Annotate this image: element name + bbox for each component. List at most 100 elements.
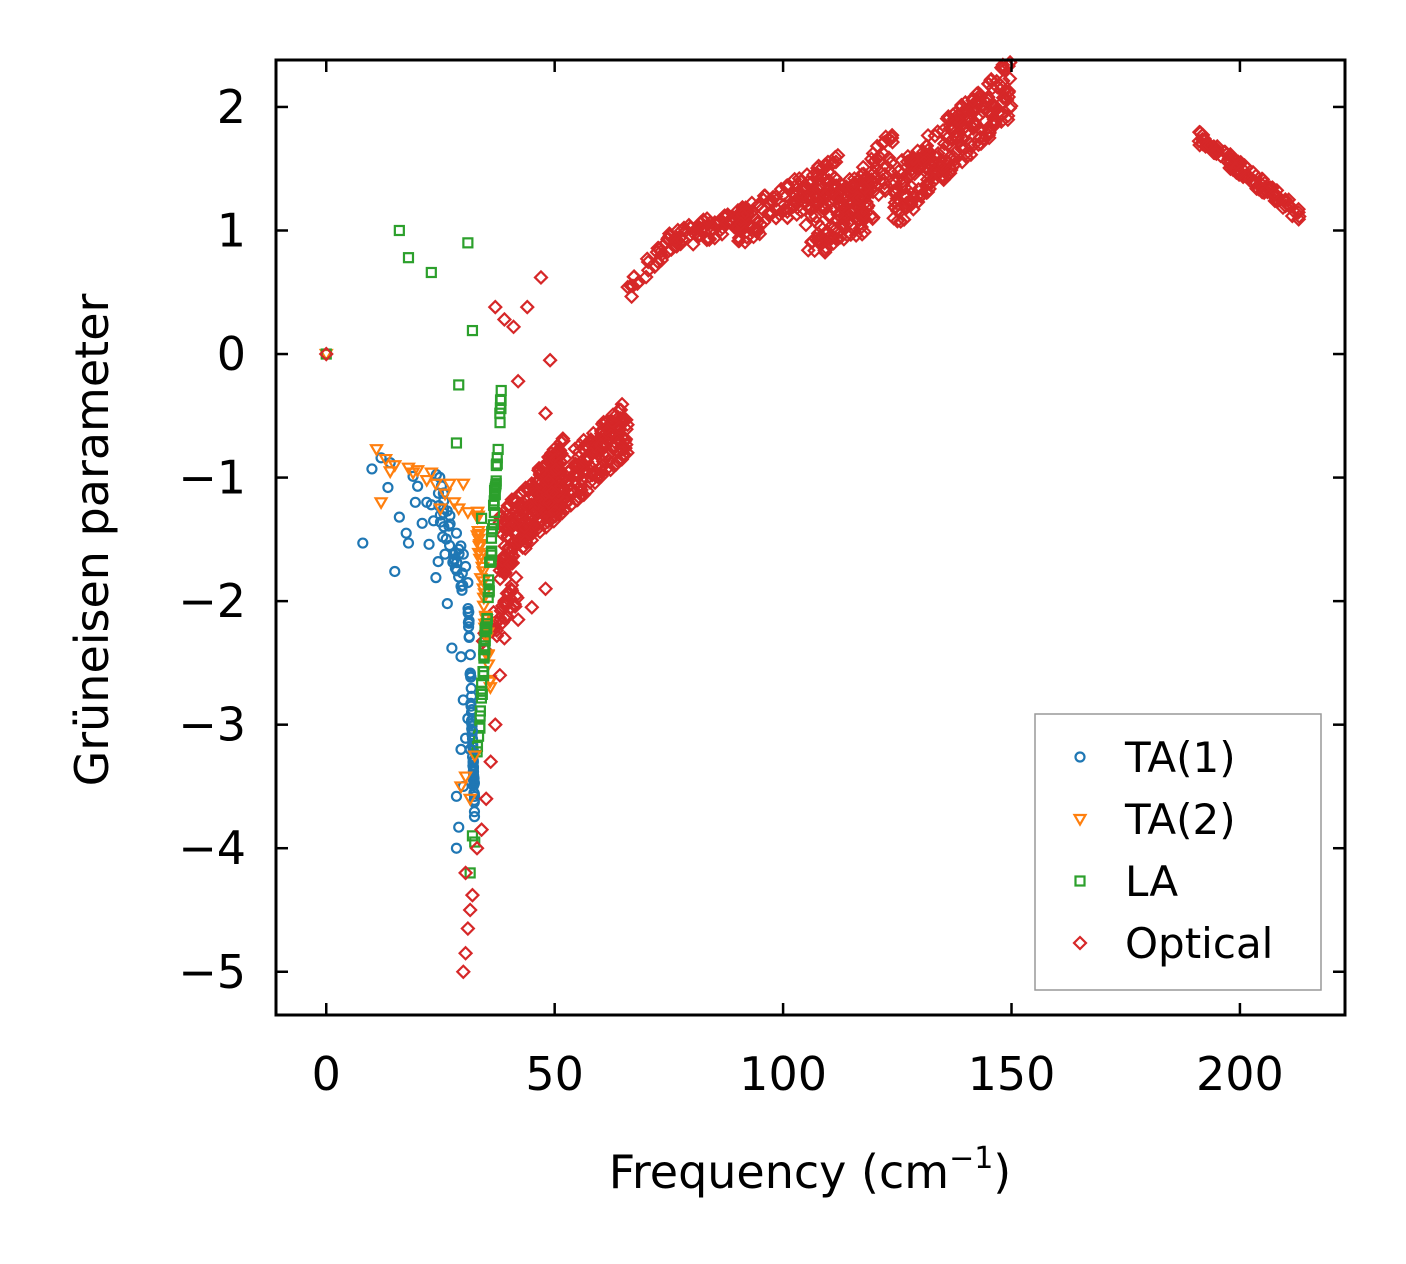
optical-point <box>496 311 512 327</box>
optical-point <box>925 166 942 183</box>
optical-point <box>455 964 471 980</box>
optical-point <box>936 143 952 159</box>
legend-items: TA(1) TA(2) LA Optical <box>1072 733 1273 968</box>
optical-point <box>639 251 655 267</box>
optical-point <box>1248 168 1264 184</box>
ta-1--point <box>459 732 472 744</box>
x-tick-label: 100 <box>739 1047 827 1101</box>
optical-point <box>462 902 478 918</box>
optical-point <box>1003 98 1019 114</box>
optical-point <box>580 450 596 466</box>
optical-point <box>495 553 511 569</box>
optical-point <box>963 102 979 118</box>
optical-point <box>592 430 609 446</box>
optical-point <box>540 449 557 465</box>
optical-point <box>524 475 540 492</box>
optical-point <box>1248 175 1265 191</box>
optical-point <box>640 262 656 278</box>
optical-point <box>554 505 570 521</box>
optical-point <box>653 244 669 260</box>
optical-point <box>939 130 956 146</box>
ta-1--point <box>430 572 442 584</box>
optical-point <box>893 213 909 230</box>
x-axis-label: Frequency (cm−1) <box>609 1141 1012 1199</box>
optical-point <box>487 717 503 733</box>
optical-point <box>537 467 553 483</box>
optical-point <box>572 437 588 453</box>
optical-point <box>756 214 772 230</box>
optical-point <box>807 243 823 259</box>
optical-point <box>777 202 793 218</box>
optical-point <box>509 590 525 606</box>
optical-point <box>920 127 936 144</box>
legend-marker <box>1072 935 1088 951</box>
optical-point <box>871 153 887 169</box>
la-point <box>483 574 495 586</box>
optical-point <box>987 114 1003 130</box>
optical-point <box>733 216 749 232</box>
optical-point <box>492 667 508 683</box>
ta-1--point <box>443 539 456 552</box>
optical-point <box>614 396 630 412</box>
optical-point <box>1291 208 1307 225</box>
ta1-point <box>463 630 475 643</box>
ta-2--point <box>437 488 453 502</box>
optical-point <box>850 190 866 206</box>
optical-point <box>607 439 623 455</box>
optical-point <box>548 461 564 478</box>
y-tick-label: −2 <box>178 574 246 628</box>
optical-point <box>626 269 642 285</box>
ta-2--point <box>410 465 426 478</box>
ta-2--point <box>369 444 384 457</box>
optical-point <box>967 114 983 130</box>
optical-point <box>513 504 529 520</box>
ta-1--point <box>450 790 463 802</box>
optical-point <box>894 166 910 182</box>
ta-2--point <box>460 507 476 520</box>
optical-point <box>590 446 606 462</box>
y-tick-label: −5 <box>178 945 246 999</box>
optical-point <box>817 157 833 173</box>
la-point <box>495 384 507 397</box>
la-point <box>483 586 495 598</box>
ta-1--point <box>409 496 421 508</box>
ta-1--point <box>423 538 435 550</box>
optical-point <box>926 173 942 189</box>
optical-point <box>593 437 609 453</box>
optical-point <box>528 486 545 502</box>
optical-point <box>900 148 916 164</box>
optical-point <box>582 474 598 490</box>
optical-point <box>1280 197 1296 213</box>
optical-point <box>458 865 474 881</box>
ta-2--point <box>378 453 394 467</box>
la-point <box>425 266 437 279</box>
optical-point <box>610 453 626 469</box>
optical-point <box>1222 160 1238 176</box>
la-point <box>488 495 500 507</box>
optical-point <box>965 92 981 109</box>
ta-1--point <box>457 548 469 560</box>
la-point <box>485 556 497 568</box>
ta-1--point <box>402 537 415 549</box>
la-point <box>488 506 501 519</box>
optical-point <box>1264 180 1281 196</box>
optical-point <box>1257 183 1273 199</box>
ta1-point <box>467 760 479 772</box>
optical-point <box>863 177 879 193</box>
optical-point <box>533 269 549 285</box>
optical-point <box>502 600 518 616</box>
la-point <box>490 458 503 470</box>
optical-point <box>630 275 646 291</box>
ta-1--point <box>357 537 369 549</box>
la-point <box>478 649 490 661</box>
ta-1--point <box>375 452 387 464</box>
ta1-point <box>468 806 481 818</box>
optical-point <box>909 188 925 204</box>
ta-1--point <box>457 694 469 706</box>
ta1-point <box>464 667 476 679</box>
y-tick-label: −3 <box>178 698 246 752</box>
optical-point <box>815 200 831 216</box>
la-point <box>486 549 498 561</box>
optical-point <box>877 180 893 196</box>
optical-point <box>1255 171 1271 187</box>
